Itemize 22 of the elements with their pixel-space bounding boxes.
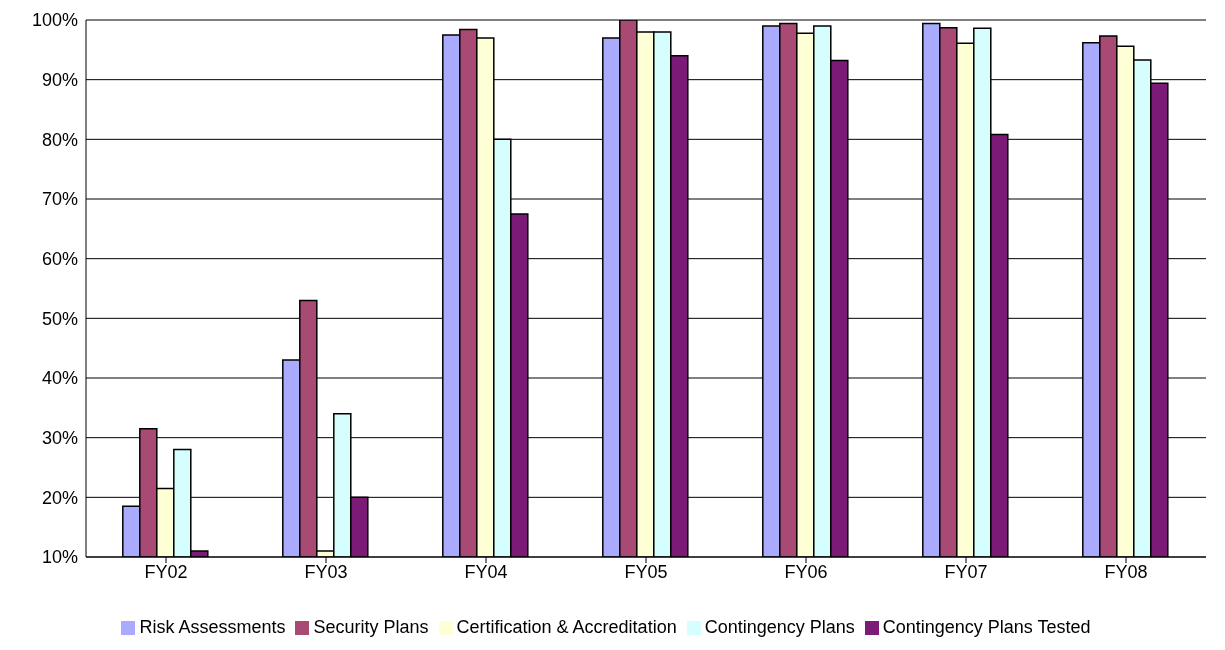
- x-tick-label: FY07: [944, 561, 988, 582]
- legend-label: Certification & Accreditation: [456, 617, 677, 637]
- x-tick-label: FY02: [144, 561, 188, 582]
- y-tick-label: 90%: [41, 70, 78, 91]
- y-tick-label: 20%: [41, 487, 78, 508]
- y-tick-label: 80%: [41, 129, 78, 150]
- y-tick-label: 30%: [41, 428, 78, 449]
- x-tick-label: FY06: [784, 561, 828, 582]
- y-tick-label: 50%: [41, 308, 78, 329]
- x-tick-label: FY05: [624, 561, 668, 582]
- x-tick-label: FY03: [304, 561, 348, 582]
- y-tick-label: 100%: [31, 10, 78, 31]
- x-tick-label: FY04: [464, 561, 508, 582]
- legend-label: Contingency Plans: [704, 617, 855, 637]
- legend-label: Security Plans: [313, 617, 429, 637]
- y-tick-label: 40%: [41, 368, 78, 389]
- legend-label: Risk Assessments: [139, 617, 286, 637]
- x-tick-label: FY08: [1104, 561, 1148, 582]
- y-tick-label: 60%: [41, 249, 78, 270]
- legend-label: Contingency Plans Tested: [882, 617, 1091, 637]
- y-tick-label: 70%: [41, 189, 78, 210]
- y-tick-label: 10%: [41, 547, 78, 568]
